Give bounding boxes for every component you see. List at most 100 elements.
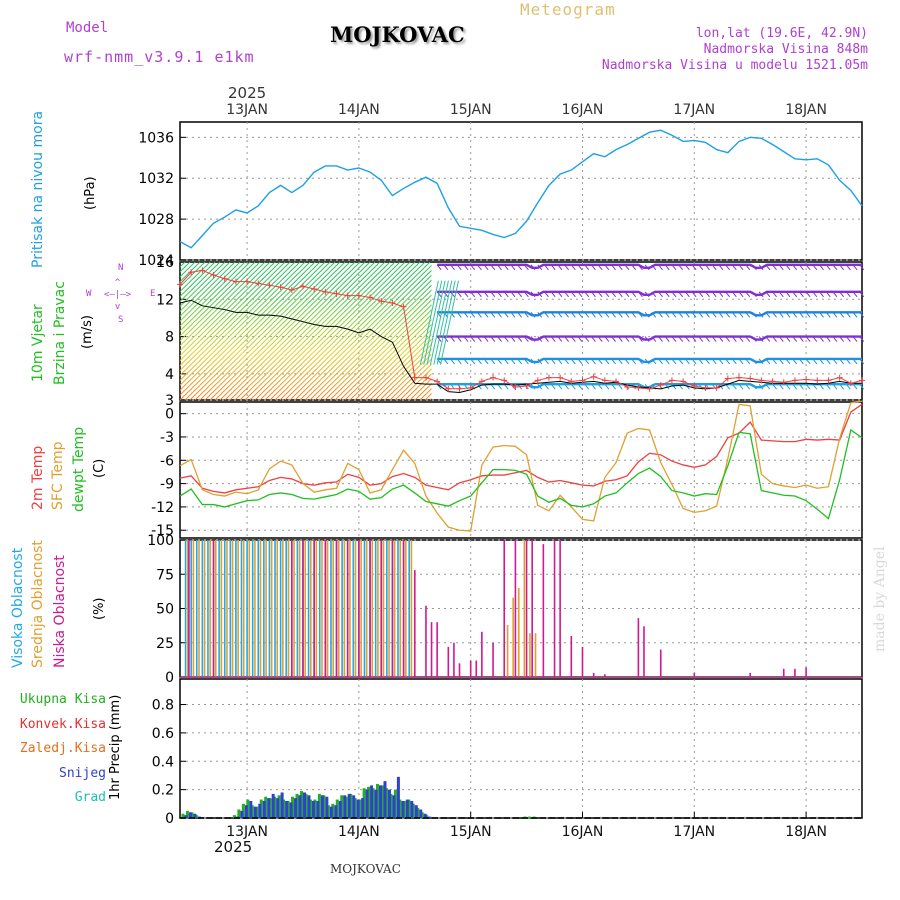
precip-snow-bar [280, 792, 284, 818]
wind-barb [477, 336, 482, 342]
wind-barb [711, 358, 717, 365]
wind-barb [738, 264, 744, 271]
y-tick-label: 1032 [138, 171, 174, 187]
wind-barb [544, 383, 549, 390]
wind-barb [597, 291, 603, 298]
wind-gust-marker [501, 377, 508, 384]
wind-barb [638, 291, 643, 298]
precip-snow-bar [258, 803, 262, 818]
y-tick-label: 50 [156, 602, 174, 618]
wind-barb [819, 383, 824, 390]
wind-barb [785, 336, 791, 342]
wind-gust-marker [188, 269, 195, 276]
wind-barb [456, 336, 462, 342]
wind-barb [530, 358, 536, 365]
wind-barb [456, 358, 462, 365]
wind-barb [440, 280, 459, 365]
y-tick-label: 0 [165, 811, 174, 827]
wind-barb [819, 264, 824, 271]
y-tick-label: 8 [165, 330, 174, 346]
wind-barb [584, 383, 590, 390]
wind-barb [597, 264, 603, 271]
precip-snow-bar [302, 792, 306, 818]
wind-barb [798, 336, 804, 342]
wind-gust-marker [769, 378, 776, 385]
wind-barb [617, 312, 623, 318]
wind-barb [497, 336, 502, 342]
wind-barb [798, 291, 804, 298]
wind-barb [839, 312, 845, 318]
wind-hatch-line [224, 262, 366, 400]
wind-barb [510, 312, 516, 318]
wind-barb [631, 336, 637, 342]
wind-barb [523, 291, 529, 298]
pressure-line [179, 129, 863, 249]
wind-barb [611, 291, 616, 298]
wind-barb [832, 383, 838, 390]
wind-gust-marker [478, 378, 485, 385]
wind-barb [510, 336, 516, 342]
legend-total-rain: Ukupna Kisa [19, 692, 106, 707]
wind-barb [638, 264, 643, 271]
wind-gust-marker [434, 378, 441, 385]
wind-barb [611, 336, 616, 342]
wind-barb [436, 280, 456, 365]
wind-hatch-line [369, 338, 432, 400]
wind-barb [698, 264, 704, 271]
wind-barb [597, 336, 603, 342]
y-tick-label: 75 [156, 567, 174, 583]
wind-barb [426, 280, 446, 365]
y-tick-label: 3 [165, 393, 174, 409]
wind-barb [845, 291, 851, 298]
wind-gust-marker [847, 380, 854, 387]
wind-barb [671, 336, 677, 342]
wind-barb [671, 291, 677, 298]
wind-compass: N W E S ^ <—|—> v [86, 263, 158, 327]
y-tick-label: 25 [156, 636, 174, 652]
wind-barb [651, 264, 657, 271]
precip-snow-bar [320, 795, 324, 818]
wind-barb [658, 291, 663, 298]
wind-barb [423, 280, 443, 365]
date-label-bottom: 15JAN [450, 824, 492, 840]
wind-barb [765, 264, 771, 271]
compass-east: E [150, 289, 156, 299]
date-label-top: 16JAN [562, 102, 604, 118]
wind-barb [798, 312, 804, 318]
temp-sfc-line [179, 400, 863, 532]
wind-barb [772, 358, 777, 365]
wind-barb [731, 383, 737, 390]
wind-barb [859, 264, 865, 271]
precip-snow-bar [329, 806, 333, 818]
wind-barb [530, 336, 536, 342]
wind-hatch-line [234, 262, 376, 400]
wind-barb [517, 336, 523, 342]
wind-barb [651, 291, 657, 298]
wind-barb [765, 383, 771, 390]
precip-snow-bar [298, 795, 302, 818]
wind-barb [745, 291, 751, 298]
wind-barb [805, 336, 811, 342]
wind-hatch-line [180, 262, 206, 288]
wind-barb [738, 336, 744, 342]
wind-hatch-line [379, 348, 432, 400]
wind-hatch-line [189, 262, 331, 400]
wind-barb [577, 291, 583, 298]
wind-barb [597, 383, 603, 390]
wind-barb [477, 291, 482, 298]
wind-barb [738, 312, 744, 318]
wind-barb [819, 291, 824, 298]
wind-hatch-line [180, 262, 196, 278]
wind-barb [570, 312, 576, 318]
wind-barb [419, 280, 439, 365]
precip-snow-bar [428, 816, 432, 818]
precip-snow-bar [184, 815, 188, 818]
wind-barb [758, 383, 764, 390]
y-tick-label: 0.8 [152, 698, 174, 714]
wind-hatch-line [194, 262, 336, 400]
wind-hatch-line [214, 262, 356, 400]
wind-barb [651, 336, 657, 342]
wind-hatch-line [180, 262, 271, 352]
wind-barb [758, 264, 764, 271]
wind-barb [523, 358, 529, 365]
